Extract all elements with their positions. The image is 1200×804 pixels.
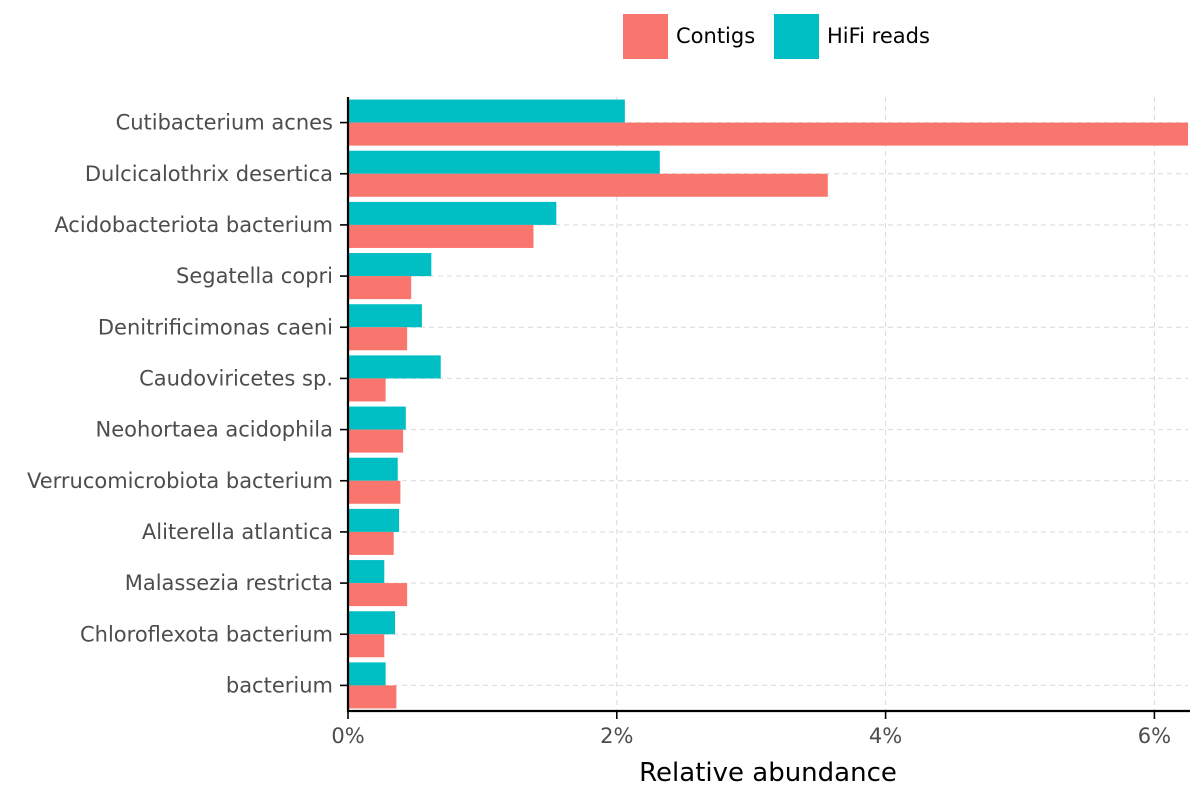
- bar-hifi-reads-denitrificimonas-caeni: [348, 304, 422, 328]
- category-label-denitrificimonas-caeni: Denitrificimonas caeni: [98, 315, 333, 339]
- bar-hifi-reads-acidobacteriota-bacterium: [348, 201, 557, 225]
- bar-hifi-reads-bacterium: [348, 662, 386, 686]
- legend-swatch-hifi-reads: [774, 14, 819, 59]
- bar-hifi-reads-caudoviricetes-sp: [348, 355, 441, 379]
- bar-hifi-reads-verrucomicrobiota-bacterium: [348, 457, 398, 481]
- bar-hifi-reads-aliterella-atlantica: [348, 508, 400, 532]
- bar-hifi-reads-neohortaea-acidophila: [348, 406, 406, 430]
- category-label-bacterium: bacterium: [226, 673, 333, 697]
- bar-hifi-reads-segatella-copri: [348, 253, 432, 277]
- x-tick-label-0: 0%: [331, 724, 364, 748]
- category-label-segatella-copri: Segatella copri: [176, 264, 333, 288]
- x-tick-label-1: 2%: [600, 724, 633, 748]
- bar-contigs-caudoviricetes-sp: [348, 378, 386, 402]
- x-axis-title: Relative abundance: [639, 758, 897, 788]
- category-label-cutibacterium-acnes: Cutibacterium acnes: [116, 111, 333, 135]
- category-label-malassezia-restricta: Malassezia restricta: [125, 571, 333, 595]
- bar-contigs-dulcicalothrix-desertica: [348, 173, 828, 197]
- bar-contigs-aliterella-atlantica: [348, 531, 394, 555]
- category-label-chloroflexota-bacterium: Chloroflexota bacterium: [80, 622, 333, 646]
- bar-contigs-cutibacterium-acnes: [348, 122, 1188, 146]
- bar-contigs-bacterium: [348, 685, 397, 709]
- bar-contigs-acidobacteriota-bacterium: [348, 224, 534, 248]
- category-label-dulcicalothrix-desertica: Dulcicalothrix desertica: [85, 162, 333, 186]
- x-tick-label-3: 6%: [1138, 724, 1171, 748]
- bar-contigs-segatella-copri: [348, 276, 412, 300]
- bar-contigs-denitrificimonas-caeni: [348, 327, 408, 351]
- bar-hifi-reads-dulcicalothrix-desertica: [348, 150, 660, 174]
- bar-hifi-reads-chloroflexota-bacterium: [348, 611, 396, 635]
- legend-swatch-contigs: [623, 14, 668, 59]
- bar-contigs-chloroflexota-bacterium: [348, 634, 385, 658]
- bar-hifi-reads-cutibacterium-acnes: [348, 99, 625, 123]
- bar-contigs-malassezia-restricta: [348, 583, 408, 607]
- legend: Contigs HiFi reads: [623, 14, 930, 59]
- category-label-caudoviricetes-sp: Caudoviricetes sp.: [139, 366, 333, 390]
- bar-contigs-verrucomicrobiota-bacterium: [348, 480, 401, 504]
- bar-contigs-neohortaea-acidophila: [348, 429, 404, 453]
- category-label-verrucomicrobiota-bacterium: Verrucomicrobiota bacterium: [27, 469, 333, 493]
- category-label-neohortaea-acidophila: Neohortaea acidophila: [96, 418, 333, 442]
- x-axis-ticks: 0% 2% 4% 6%: [331, 121, 1171, 748]
- bar-hifi-reads-malassezia-restricta: [348, 560, 385, 584]
- x-tick-label-2: 4%: [869, 724, 902, 748]
- category-label-acidobacteriota-bacterium: Acidobacteriota bacterium: [54, 213, 333, 237]
- legend-label-hifi-reads: HiFi reads: [827, 24, 930, 48]
- bars: [348, 99, 1188, 709]
- legend-label-contigs: Contigs: [676, 24, 755, 48]
- category-label-aliterella-atlantica: Aliterella atlantica: [142, 520, 333, 544]
- axes: [346, 97, 1190, 713]
- category-labels: Cutibacterium acnes Dulcicalothrix desert…: [27, 111, 333, 698]
